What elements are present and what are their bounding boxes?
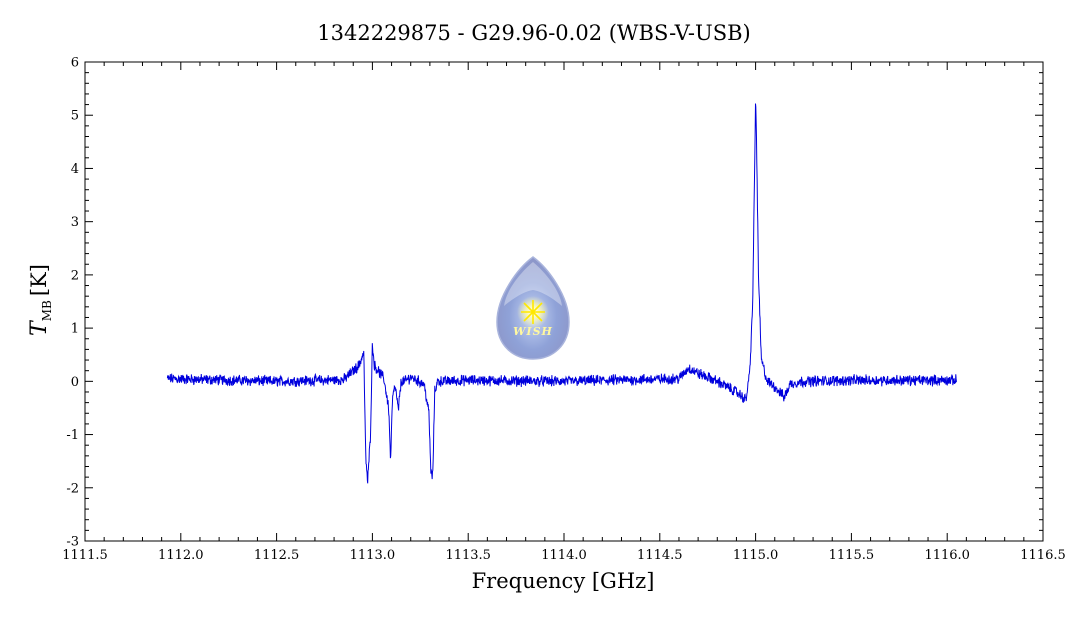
y-tick-label: 6 (71, 56, 79, 71)
x-tick-label: 1114.5 (637, 548, 683, 563)
x-tick-label: 1115.0 (733, 548, 779, 563)
wish-logo-text: WISH (513, 325, 553, 338)
y-tick-label: 5 (71, 109, 79, 124)
y-axis-unit: [K] (27, 264, 51, 296)
x-tick-label: 1112.5 (254, 548, 300, 563)
y-axis-subscript: MB (40, 300, 54, 321)
wish-logo: WISH (496, 256, 570, 360)
x-tick-label: 1114.0 (541, 548, 587, 563)
y-tick-label: 3 (71, 215, 79, 230)
y-tick-label: -2 (66, 481, 79, 496)
chart-title: 1342229875 - G29.96-0.02 (WBS-V-USB) (317, 21, 750, 45)
x-tick-label: 1113.0 (350, 548, 396, 563)
x-tick-label: 1116.5 (1020, 548, 1066, 563)
y-axis-label: TMB [K] (27, 264, 54, 336)
x-tick-label: 1115.5 (829, 548, 875, 563)
x-axis-label: Frequency [GHz] (472, 569, 655, 593)
y-tick-label: 0 (71, 375, 79, 390)
y-tick-label: -3 (66, 535, 79, 550)
y-axis-symbol: T (27, 319, 52, 336)
y-tick-label: 4 (71, 162, 79, 177)
y-tick-label: 2 (71, 268, 79, 283)
y-tick-label: -1 (66, 428, 79, 443)
spectrum-line (166, 103, 957, 484)
x-tick-label: 1113.5 (445, 548, 491, 563)
x-tick-label: 1111.5 (62, 548, 108, 563)
x-tick-label: 1116.0 (924, 548, 970, 563)
svg-text:TMB[K]: TMB [K] (27, 264, 54, 336)
x-tick-label: 1112.0 (158, 548, 204, 563)
plot-area: 1111.5 1112.0 1112.5 1113.0 1113.5 1114.0 1114… (62, 56, 1066, 564)
y-tick-label: 1 (71, 322, 79, 337)
